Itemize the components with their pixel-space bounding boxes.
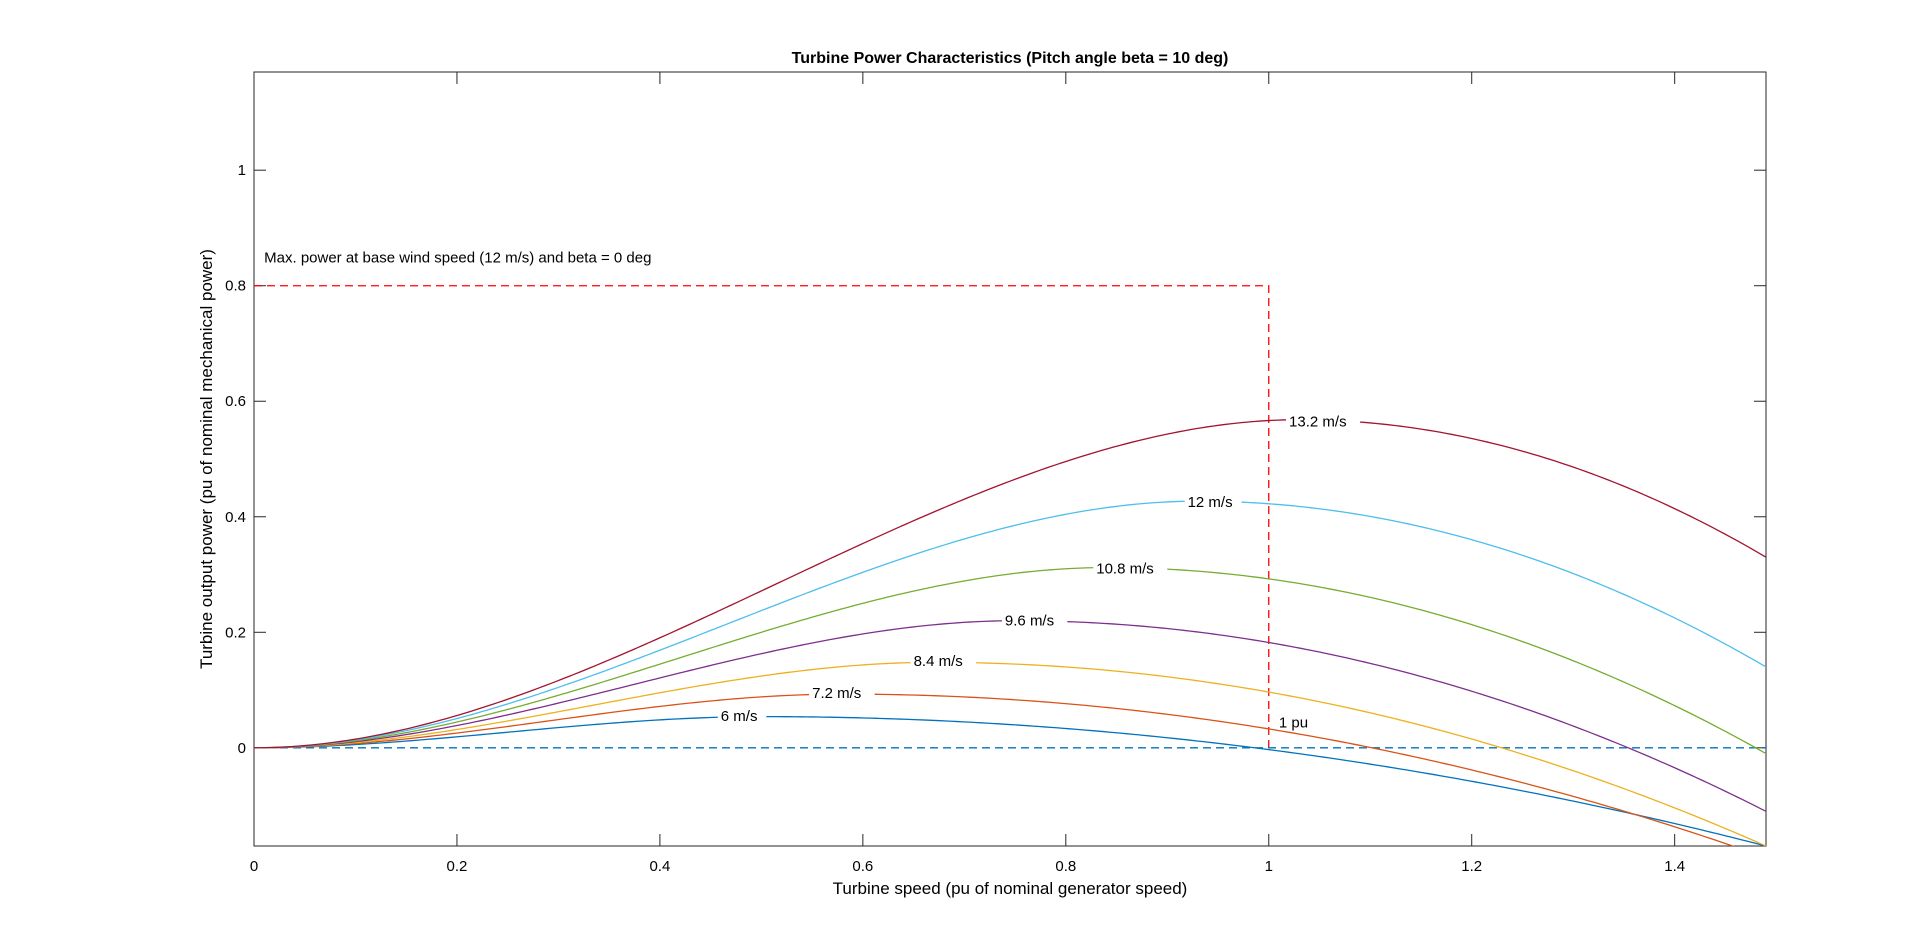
curve-label: 12 m/s bbox=[1188, 494, 1233, 511]
x-tick-label: 0.4 bbox=[649, 858, 670, 875]
curve-label: 8.4 m/s bbox=[914, 653, 963, 670]
curve-label-background bbox=[1001, 611, 1068, 630]
curve-label-background bbox=[809, 683, 875, 702]
power-curve-12-m-s bbox=[254, 500, 1766, 749]
y-tick-label: 1 bbox=[238, 162, 246, 179]
y-tick-label: 0.4 bbox=[225, 509, 246, 526]
x-tick-label: 0 bbox=[250, 858, 258, 875]
curve-label: 7.2 m/s bbox=[812, 685, 861, 702]
y-tick-label: 0.8 bbox=[225, 278, 246, 295]
reference-lines bbox=[254, 285, 1766, 749]
power-curve-7-2-m-s bbox=[254, 693, 1735, 846]
curve-label-background bbox=[910, 652, 977, 671]
curve-label-background bbox=[717, 706, 767, 725]
x-tick-label: 0.6 bbox=[852, 858, 873, 875]
max-power-reference-line bbox=[254, 285, 1270, 748]
curve-label-background bbox=[1184, 493, 1242, 512]
x-tick-label: 0.8 bbox=[1055, 858, 1076, 875]
x-tick-label: 0.2 bbox=[447, 858, 468, 875]
power-curve-10-8-m-s bbox=[254, 566, 1766, 755]
max-power-annotation: Max. power at base wind speed (12 m/s) a… bbox=[264, 250, 651, 267]
x-axis-ticks: 0 0.2 0.4 0.6 0.8 1 1.2 1.4 bbox=[250, 72, 1685, 875]
y-tick-label: 0 bbox=[238, 740, 246, 757]
y-tick-label: 0.6 bbox=[225, 393, 246, 410]
power-curve-6-m-s bbox=[254, 715, 1766, 846]
curve-labels: 6 m/s 7.2 m/s 8.4 m/s 9.6 m/s 10.8 m/s 12 m/s… bbox=[717, 412, 1361, 725]
curve-label: 6 m/s bbox=[721, 708, 758, 725]
x-tick-label: 1.4 bbox=[1664, 858, 1685, 875]
curve-label: 10.8 m/s bbox=[1096, 561, 1154, 578]
axes-box bbox=[253, 71, 1767, 847]
curve-label-background bbox=[1093, 559, 1168, 578]
one-pu-annotation: 1 pu bbox=[1279, 715, 1308, 732]
curve-label: 13.2 m/s bbox=[1289, 413, 1347, 430]
power-curve-8-4-m-s bbox=[254, 661, 1766, 846]
y-tick-label: 0.2 bbox=[225, 624, 246, 641]
chart-title: Turbine Power Characteristics (Pitch ang… bbox=[792, 50, 1229, 67]
curve-label-background bbox=[1286, 412, 1361, 431]
x-axis-label: Turbine speed (pu of nominal generator s… bbox=[833, 879, 1188, 898]
plot-area: 0 0.2 0.4 0.6 0.8 1 1.2 1.4 0 0.2 0.4 0.6 0.8 1 6 m/… bbox=[225, 71, 1767, 875]
curve-label: 9.6 m/s bbox=[1005, 613, 1054, 630]
x-tick-label: 1 bbox=[1265, 858, 1273, 875]
x-tick-label: 1.2 bbox=[1461, 858, 1482, 875]
y-axis-ticks: 0 0.2 0.4 0.6 0.8 1 bbox=[225, 162, 1766, 757]
power-curve-13-2-m-s bbox=[254, 419, 1766, 749]
y-axis-label: Turbine output power (pu of nominal mech… bbox=[197, 249, 216, 669]
